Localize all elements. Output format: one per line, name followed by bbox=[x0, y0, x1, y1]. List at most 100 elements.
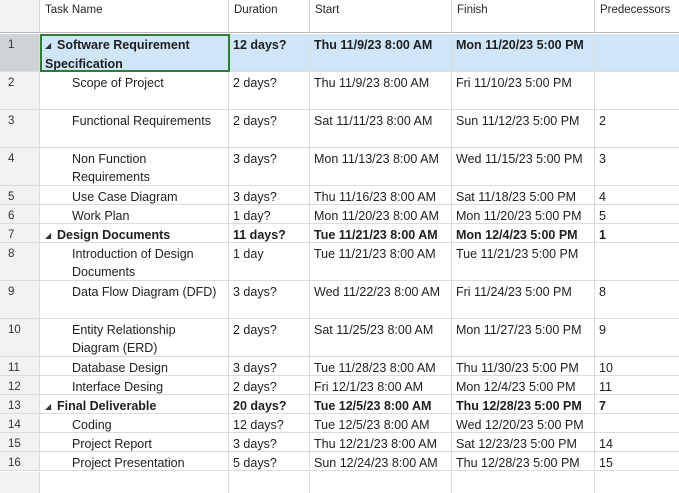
start-cell[interactable]: Tue 11/28/23 8:00 AM bbox=[310, 357, 452, 375]
row-id-cell[interactable]: 1 bbox=[0, 34, 40, 71]
predecessors-cell[interactable]: 1 bbox=[599, 228, 606, 242]
finish-cell[interactable]: Thu 11/30/23 5:00 PM bbox=[452, 357, 595, 375]
collapse-triangle-icon[interactable]: ◢ bbox=[45, 402, 52, 411]
row-id-cell[interactable]: 8 bbox=[0, 243, 40, 280]
task-row[interactable]: 15 Project Report 3 days? Thu 12/21/23 8:00… bbox=[0, 433, 679, 452]
predecessors-cell[interactable] bbox=[595, 414, 679, 432]
task-row[interactable]: 5 Use Case Diagram 3 days? Thu 11/16/23 8:0… bbox=[0, 186, 679, 205]
start-cell[interactable]: Sun 12/24/23 8:00 AM bbox=[310, 452, 452, 470]
duration-cell[interactable]: 3 days? bbox=[229, 281, 310, 318]
task-name-cell[interactable] bbox=[40, 472, 229, 493]
start-cell[interactable] bbox=[310, 472, 452, 493]
finish-cell[interactable]: Tue 11/21/23 5:00 PM bbox=[452, 243, 595, 280]
duration-cell[interactable]: 1 day? bbox=[229, 205, 310, 223]
start-cell[interactable]: Thu 11/16/23 8:00 AM bbox=[310, 186, 452, 204]
predecessors-cell[interactable]: 9 bbox=[599, 323, 606, 337]
start-cell[interactable]: Thu 12/21/23 8:00 AM bbox=[310, 433, 452, 451]
predecessors-cell[interactable] bbox=[595, 243, 679, 280]
row-id-cell[interactable]: 3 bbox=[0, 110, 40, 147]
row-id-cell[interactable]: 6 bbox=[0, 205, 40, 223]
row-id-cell[interactable]: 11 bbox=[0, 357, 40, 375]
finish-cell[interactable]: Thu 12/28/23 5:00 PM bbox=[452, 395, 595, 413]
row-id-cell[interactable]: 12 bbox=[0, 376, 40, 394]
duration-cell[interactable]: 3 days? bbox=[229, 148, 310, 185]
task-name-cell[interactable]: Use Case Diagram bbox=[40, 186, 229, 204]
duration-cell[interactable]: 12 days? bbox=[229, 34, 310, 71]
duration-cell[interactable]: 12 days? bbox=[229, 414, 310, 432]
row-id-cell[interactable]: 15 bbox=[0, 433, 40, 451]
predecessors-cell[interactable]: 15 bbox=[599, 456, 613, 470]
empty-row[interactable] bbox=[0, 472, 679, 493]
start-cell[interactable]: Tue 11/21/23 8:00 AM bbox=[310, 224, 452, 242]
finish-cell[interactable]: Sun 11/12/23 5:00 PM bbox=[452, 110, 595, 147]
row-id-cell[interactable] bbox=[0, 472, 40, 493]
start-cell[interactable]: Thu 11/9/23 8:00 AM bbox=[310, 34, 452, 71]
start-cell[interactable]: Tue 12/5/23 8:00 AM bbox=[310, 414, 452, 432]
duration-cell[interactable]: 5 days? bbox=[229, 452, 310, 470]
row-id-cell[interactable]: 9 bbox=[0, 281, 40, 318]
predecessors-cell[interactable]: 7 bbox=[599, 399, 606, 413]
finish-cell[interactable]: Thu 12/28/23 5:00 PM bbox=[452, 452, 595, 470]
duration-cell[interactable]: 2 days? bbox=[229, 319, 310, 356]
predecessors-cell[interactable]: 4 bbox=[599, 190, 606, 204]
task-name-cell[interactable]: ◢ Design Documents bbox=[40, 224, 229, 242]
task-name-cell[interactable]: Work Plan bbox=[40, 205, 229, 223]
finish-cell[interactable]: Sat 11/18/23 5:00 PM bbox=[452, 186, 595, 204]
finish-cell[interactable]: Mon 12/4/23 5:00 PM bbox=[452, 376, 595, 394]
duration-cell[interactable]: 3 days? bbox=[229, 186, 310, 204]
predecessors-cell[interactable]: 3 bbox=[599, 152, 606, 166]
task-name-cell[interactable]: Coding bbox=[40, 414, 229, 432]
finish-cell[interactable]: Mon 11/20/23 5:00 PM bbox=[452, 205, 595, 223]
duration-cell[interactable]: 20 days? bbox=[229, 395, 310, 413]
start-cell[interactable]: Mon 11/20/23 8:00 AM bbox=[310, 205, 452, 223]
row-id-cell[interactable]: 13 bbox=[0, 395, 40, 413]
duration-cell[interactable]: 3 days? bbox=[229, 433, 310, 451]
finish-cell[interactable]: Mon 11/27/23 5:00 PM bbox=[452, 319, 595, 356]
duration-cell[interactable]: 2 days? bbox=[229, 376, 310, 394]
predecessors-cell[interactable] bbox=[595, 472, 679, 493]
task-name-cell[interactable]: Non Function Requirements bbox=[40, 148, 229, 185]
header-predecessors[interactable]: Predecessors bbox=[600, 4, 671, 16]
start-cell[interactable]: Sat 11/25/23 8:00 AM bbox=[310, 319, 452, 356]
task-row[interactable]: 14 Coding 12 days? Tue 12/5/23 8:00 AM Wed 1… bbox=[0, 414, 679, 433]
predecessors-cell[interactable]: 5 bbox=[599, 209, 606, 223]
header-start[interactable]: Start bbox=[310, 0, 452, 32]
task-row[interactable]: 6 Work Plan 1 day? Mon 11/20/23 8:00 AM Mon … bbox=[0, 205, 679, 224]
task-name-cell[interactable]: Data Flow Diagram (DFD) bbox=[40, 281, 229, 318]
start-cell[interactable]: Mon 11/13/23 8:00 AM bbox=[310, 148, 452, 185]
task-row[interactable]: 11 Database Design 3 days? Tue 11/28/23 8:0… bbox=[0, 357, 679, 376]
row-id-cell[interactable]: 10 bbox=[0, 319, 40, 356]
duration-cell[interactable]: 2 days? bbox=[229, 72, 310, 109]
task-row[interactable]: 2 Scope of Project 2 days? Thu 11/9/23 8:00… bbox=[0, 72, 679, 110]
task-name-cell[interactable]: Introduction of Design Documents bbox=[40, 243, 229, 280]
task-row[interactable]: 4 Non Function Requirements 3 days? Mon 11/… bbox=[0, 148, 679, 186]
task-row[interactable]: 12 Interface Desing 2 days? Fri 12/1/23 8:0… bbox=[0, 376, 679, 395]
task-row[interactable]: 16 Project Presentation 5 days? Sun 12/24/2… bbox=[0, 452, 679, 471]
task-name-cell[interactable]: Entity Relationship Diagram (ERD) bbox=[40, 319, 229, 356]
finish-cell[interactable]: Fri 11/10/23 5:00 PM bbox=[452, 72, 595, 109]
summary-task-row[interactable]: 1 ◢ Software Requirement Specification 12 d… bbox=[0, 34, 679, 72]
row-id-cell[interactable]: 5 bbox=[0, 186, 40, 204]
predecessors-cell[interactable]: 2 bbox=[599, 114, 606, 128]
predecessors-cell[interactable] bbox=[595, 34, 679, 71]
task-name-cell[interactable]: Project Report bbox=[40, 433, 229, 451]
duration-cell[interactable]: 11 days? bbox=[229, 224, 310, 242]
row-id-cell[interactable]: 4 bbox=[0, 148, 40, 185]
row-id-cell[interactable]: 2 bbox=[0, 72, 40, 109]
task-row[interactable]: 9 Data Flow Diagram (DFD) 3 days? Wed 11/22… bbox=[0, 281, 679, 319]
finish-cell[interactable]: Mon 12/4/23 5:00 PM bbox=[452, 224, 595, 242]
header-finish[interactable]: Finish bbox=[452, 0, 595, 32]
task-name-cell[interactable]: Project Presentation bbox=[40, 452, 229, 470]
predecessors-cell[interactable]: 8 bbox=[599, 285, 606, 299]
predecessors-cell[interactable] bbox=[595, 72, 679, 109]
collapse-triangle-icon[interactable]: ◢ bbox=[45, 231, 52, 240]
duration-cell[interactable]: 1 day bbox=[229, 243, 310, 280]
row-id-cell[interactable]: 16 bbox=[0, 452, 40, 470]
task-name-cell[interactable]: Scope of Project bbox=[40, 72, 229, 109]
predecessors-cell[interactable]: 10 bbox=[599, 361, 613, 375]
task-name-cell[interactable]: Interface Desing bbox=[40, 376, 229, 394]
header-row-id[interactable] bbox=[0, 0, 40, 32]
task-name-cell[interactable]: Database Design bbox=[40, 357, 229, 375]
row-id-cell[interactable]: 14 bbox=[0, 414, 40, 432]
start-cell[interactable]: Tue 11/21/23 8:00 AM bbox=[310, 243, 452, 280]
